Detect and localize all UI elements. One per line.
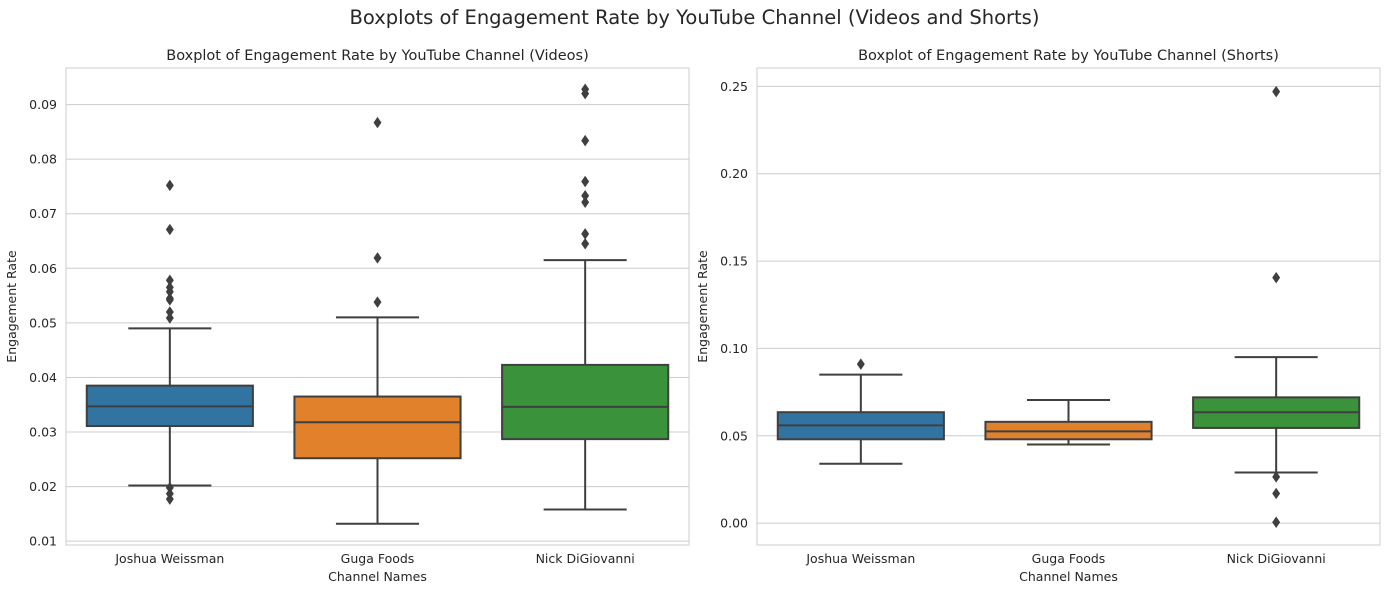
outlier-point xyxy=(165,306,174,318)
subplot-title: Boxplot of Engagement Rate by YouTube Ch… xyxy=(166,48,589,64)
box-nick-digiovanni xyxy=(1192,85,1361,529)
y-tick-label: 0.00 xyxy=(720,516,748,531)
subplot-shorts: 0.00 0.05 0.10 0.15 0.20 0.25 Joshua Weissman G… xyxy=(695,48,1381,584)
subplot-title: Boxplot of Engagement Rate by YouTube Ch… xyxy=(858,48,1279,64)
x-axis-label: Channel Names xyxy=(328,569,427,584)
outlier-point xyxy=(165,179,174,192)
box-joshua-weissman xyxy=(776,358,945,465)
outlier-point xyxy=(373,252,382,264)
outlier-point xyxy=(581,196,590,208)
outlier-point xyxy=(581,175,590,188)
outlier-point xyxy=(165,312,174,324)
outlier-point xyxy=(581,238,590,250)
y-tick-label: 0.10 xyxy=(720,341,748,356)
y-tick-label: 0.06 xyxy=(29,261,57,276)
outlier-point xyxy=(165,223,174,236)
outlier-point xyxy=(581,189,590,202)
y-axis-label: Engagement Rate xyxy=(695,250,710,363)
x-tick-label: Nick DiGiovanni xyxy=(1227,551,1326,566)
y-tick-label: 0.08 xyxy=(29,152,57,167)
y-tick-label: 0.03 xyxy=(29,425,57,440)
outlier-point xyxy=(165,274,174,287)
outlier-point xyxy=(581,134,590,147)
outlier-point xyxy=(1272,487,1281,500)
iqr-box xyxy=(293,395,462,460)
outlier-point xyxy=(373,116,382,129)
iqr-box xyxy=(501,363,670,441)
x-tick-label: Nick DiGiovanni xyxy=(536,551,635,566)
box-joshua-weissman xyxy=(85,179,254,505)
outlier-point xyxy=(165,292,174,305)
y-tick-label: 0.04 xyxy=(29,370,57,385)
y-axis-label: Engagement Rate xyxy=(4,250,19,363)
y-tick-label: 0.01 xyxy=(29,534,57,549)
y-tick-label: 0.15 xyxy=(720,254,748,269)
y-tick-label: 0.20 xyxy=(720,166,748,181)
y-tick-label: 0.25 xyxy=(720,79,748,94)
outlier-point xyxy=(165,493,174,505)
y-tick-label: 0.05 xyxy=(29,315,57,330)
outlier-point xyxy=(581,228,590,240)
plot-frame xyxy=(756,67,1381,546)
outlier-point xyxy=(1272,471,1281,483)
subplot-videos: 0.01 0.02 0.03 0.04 0.05 0.06 0.07 0.08 0.09 Josh… xyxy=(4,48,690,584)
box-guga-foods xyxy=(293,116,462,525)
y-tick-label: 0.05 xyxy=(720,428,748,443)
outlier-point xyxy=(1272,271,1281,284)
outlier-point xyxy=(1272,516,1281,529)
outlier-point xyxy=(1272,85,1281,98)
y-tick-label: 0.07 xyxy=(29,206,57,221)
plot-frame xyxy=(65,67,690,546)
outlier-point xyxy=(373,296,382,308)
figure-title: Boxplots of Engagement Rate by YouTube C… xyxy=(349,6,1040,29)
x-tick-label: Joshua Weissman xyxy=(114,551,224,566)
x-tick-label: Guga Foods xyxy=(341,551,415,566)
y-tick-label: 0.02 xyxy=(29,479,57,494)
box-guga-foods xyxy=(984,398,1153,446)
outlier-point xyxy=(581,83,590,96)
outlier-point xyxy=(856,358,865,370)
outlier-point xyxy=(165,281,174,294)
x-axis-label: Channel Names xyxy=(1019,569,1118,584)
y-tick-label: 0.09 xyxy=(29,97,57,112)
box-nick-digiovanni xyxy=(501,83,670,511)
x-tick-label: Joshua Weissman xyxy=(805,551,915,566)
x-tick-label: Guga Foods xyxy=(1032,551,1106,566)
